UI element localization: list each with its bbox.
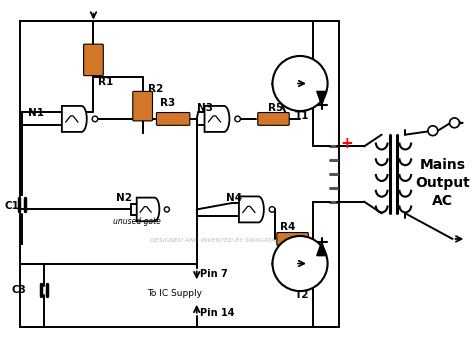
Circle shape	[164, 207, 169, 212]
Text: Mains: Mains	[419, 158, 465, 172]
Circle shape	[235, 116, 240, 122]
Text: Output: Output	[415, 176, 470, 190]
Polygon shape	[62, 106, 87, 132]
Text: T2: T2	[295, 290, 310, 300]
Circle shape	[273, 56, 328, 111]
Polygon shape	[239, 196, 264, 222]
Text: +: +	[340, 136, 353, 151]
Circle shape	[269, 207, 275, 212]
Text: R5: R5	[268, 103, 283, 113]
Text: To IC Supply: To IC Supply	[147, 289, 202, 298]
Text: R3: R3	[160, 98, 175, 108]
Circle shape	[428, 126, 438, 136]
Text: C3: C3	[12, 285, 27, 295]
FancyBboxPatch shape	[133, 91, 153, 121]
Text: AC: AC	[432, 194, 453, 208]
Circle shape	[449, 118, 459, 128]
FancyBboxPatch shape	[83, 44, 103, 76]
Polygon shape	[317, 242, 327, 256]
Polygon shape	[204, 106, 229, 132]
FancyBboxPatch shape	[258, 112, 289, 125]
Text: DESIGNED AND INVENTED BY SWAGATAM,: DESIGNED AND INVENTED BY SWAGATAM,	[150, 238, 283, 243]
FancyBboxPatch shape	[277, 232, 308, 245]
Text: Pin 7: Pin 7	[200, 269, 228, 279]
Text: unused gate: unused gate	[113, 217, 161, 226]
Circle shape	[92, 116, 98, 122]
FancyBboxPatch shape	[156, 112, 190, 125]
Text: R1: R1	[99, 76, 114, 87]
Polygon shape	[317, 91, 327, 105]
Polygon shape	[137, 198, 159, 221]
Text: N4: N4	[226, 193, 242, 203]
Circle shape	[273, 236, 328, 291]
FancyBboxPatch shape	[294, 65, 304, 102]
Text: N1: N1	[27, 108, 44, 118]
Text: C1: C1	[5, 201, 20, 211]
Text: N2: N2	[116, 193, 132, 203]
Text: R4: R4	[280, 222, 295, 232]
Text: Pin 14: Pin 14	[200, 308, 234, 318]
FancyBboxPatch shape	[294, 245, 304, 282]
Text: R2: R2	[147, 84, 163, 95]
Text: T1: T1	[295, 111, 310, 121]
Text: N3: N3	[197, 103, 213, 113]
